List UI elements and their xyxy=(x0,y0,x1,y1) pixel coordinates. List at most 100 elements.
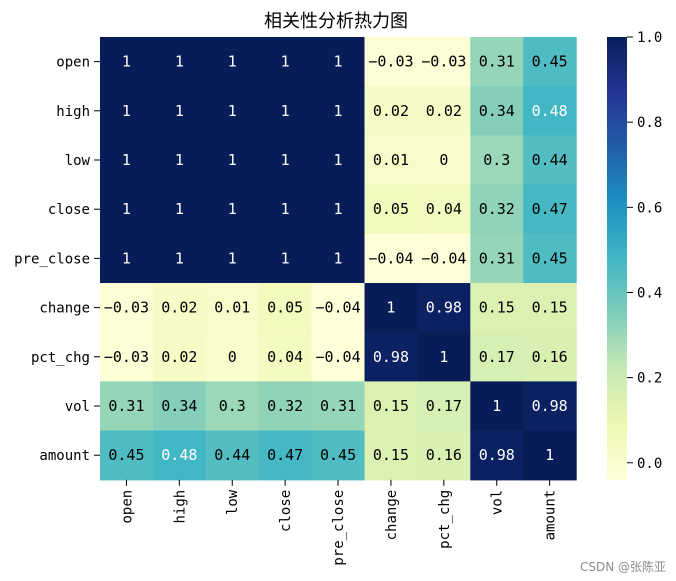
row-tick-label: high xyxy=(56,104,90,120)
heatmap-cell xyxy=(258,430,313,481)
cell-value-label: 0.32 xyxy=(479,200,515,218)
cell-value-label: 0.15 xyxy=(373,446,409,464)
heatmap-cell xyxy=(100,381,154,432)
cell-value-label: 0.44 xyxy=(532,151,568,169)
heatmap-cell xyxy=(417,430,471,481)
cell-value-label: 1 xyxy=(334,151,343,169)
cell-value-label: 1 xyxy=(228,200,237,218)
cell-value-label: 0.48 xyxy=(161,446,197,464)
heatmap-cells: 1 1 1 1 1 −0.03 −0.03 0.31 0.451 1 1 1 1 0.02 0.02 0.34… xyxy=(100,37,577,481)
heatmap-cell xyxy=(258,233,313,284)
cell-value-label: 0.98 xyxy=(426,299,462,317)
heatmap-cell xyxy=(364,381,418,432)
heatmap-cell xyxy=(364,332,418,382)
cell-value-label: −0.04 xyxy=(421,249,466,267)
heatmap-cell xyxy=(152,430,207,481)
heatmap-cell xyxy=(523,184,577,235)
heatmap-cell xyxy=(152,135,207,186)
heatmap-cell xyxy=(152,86,207,136)
cell-value-label: 0.31 xyxy=(320,397,356,415)
cell-value-label: 1 xyxy=(281,151,290,169)
cell-value-label: 1 xyxy=(281,200,290,218)
heatmap-cell xyxy=(523,332,577,382)
cell-value-label: 1 xyxy=(175,151,184,169)
heatmap-cell xyxy=(100,37,154,87)
col-tick-label: amount xyxy=(543,490,559,541)
watermark: CSDN @张陈亚 xyxy=(579,560,666,574)
cell-value-label: −0.04 xyxy=(315,348,360,366)
cell-value-label: 0.3 xyxy=(483,151,510,169)
col-tick-label: high xyxy=(172,490,188,524)
cell-value-label: 0.34 xyxy=(161,397,197,415)
heatmap-cell xyxy=(417,184,471,235)
cell-value-label: 0.16 xyxy=(532,348,568,366)
heatmap-cell xyxy=(364,135,418,186)
col-tick-label: close xyxy=(278,490,294,532)
colorbar-bar xyxy=(607,37,627,480)
cell-value-label: −0.03 xyxy=(421,53,466,71)
cell-value-label: −0.03 xyxy=(104,348,149,366)
heatmap-cell xyxy=(364,430,418,481)
cell-value-label: 0.47 xyxy=(267,446,303,464)
cell-value-label: 0 xyxy=(439,151,448,169)
colorbar-tick-label: 0.2 xyxy=(637,371,662,387)
heatmap-cell xyxy=(364,184,418,235)
cell-value-label: 0.16 xyxy=(426,446,462,464)
heatmap-cell xyxy=(470,233,524,284)
heatmap-cell xyxy=(100,233,154,284)
cell-value-label: −0.04 xyxy=(315,299,360,317)
heatmap-cell xyxy=(205,283,260,333)
row-tick-label: close xyxy=(48,202,90,218)
heatmap-cell xyxy=(100,184,154,235)
heatmap-cell xyxy=(258,381,313,432)
cell-value-label: 0.98 xyxy=(479,446,515,464)
heatmap-cell xyxy=(152,283,207,333)
cell-value-label: −0.03 xyxy=(368,53,413,71)
heatmap-cell xyxy=(205,184,260,235)
cell-value-label: 1 xyxy=(492,397,501,415)
cell-value-label: 1 xyxy=(122,102,131,120)
heatmap-cell xyxy=(417,381,471,432)
cell-value-label: 0.04 xyxy=(267,348,303,366)
heatmap-cell xyxy=(364,233,418,284)
cell-value-label: 0.02 xyxy=(373,102,409,120)
cell-value-label: 0.32 xyxy=(267,397,303,415)
heatmap-cell xyxy=(311,283,366,333)
heatmap-cell xyxy=(417,86,471,136)
cell-value-label: 0.05 xyxy=(373,200,409,218)
row-tick-label: pre_close xyxy=(14,251,90,267)
heatmap-cell xyxy=(152,233,207,284)
heatmap-cell xyxy=(258,86,313,136)
cell-value-label: 0.17 xyxy=(426,397,462,415)
cell-value-label: 0.31 xyxy=(479,53,515,71)
heatmap-cell xyxy=(470,430,524,481)
cell-value-label: 0.02 xyxy=(426,102,462,120)
heatmap-cell xyxy=(470,184,524,235)
heatmap-cell xyxy=(417,283,471,333)
heatmap-cell xyxy=(152,332,207,382)
cell-value-label: 0.45 xyxy=(320,446,356,464)
heatmap-cell xyxy=(311,135,366,186)
row-tick-label: amount xyxy=(39,448,90,464)
row-tick-label: pct_chg xyxy=(31,350,90,366)
heatmap-cell xyxy=(364,86,418,136)
cell-value-label: 0.98 xyxy=(373,348,409,366)
cell-value-label: 0 xyxy=(228,348,237,366)
heatmap-cell xyxy=(364,283,418,333)
col-tick-label: open xyxy=(119,490,135,524)
row-tick-label: vol xyxy=(65,399,90,415)
heatmap-cell xyxy=(100,332,154,382)
row-tick-label: change xyxy=(39,301,90,317)
row-tick-label: low xyxy=(65,153,91,169)
heatmap-cell xyxy=(523,86,577,136)
heatmap-cell xyxy=(205,430,260,481)
cell-value-label: 1 xyxy=(439,348,448,366)
heatmap-cell xyxy=(258,135,313,186)
heatmap-cell xyxy=(417,37,471,87)
cell-value-label: 0.44 xyxy=(214,446,250,464)
cell-value-label: 0.15 xyxy=(532,299,568,317)
col-tick-label: vol xyxy=(490,490,506,515)
heatmap-cell xyxy=(523,381,577,432)
cell-value-label: 0.47 xyxy=(532,200,568,218)
